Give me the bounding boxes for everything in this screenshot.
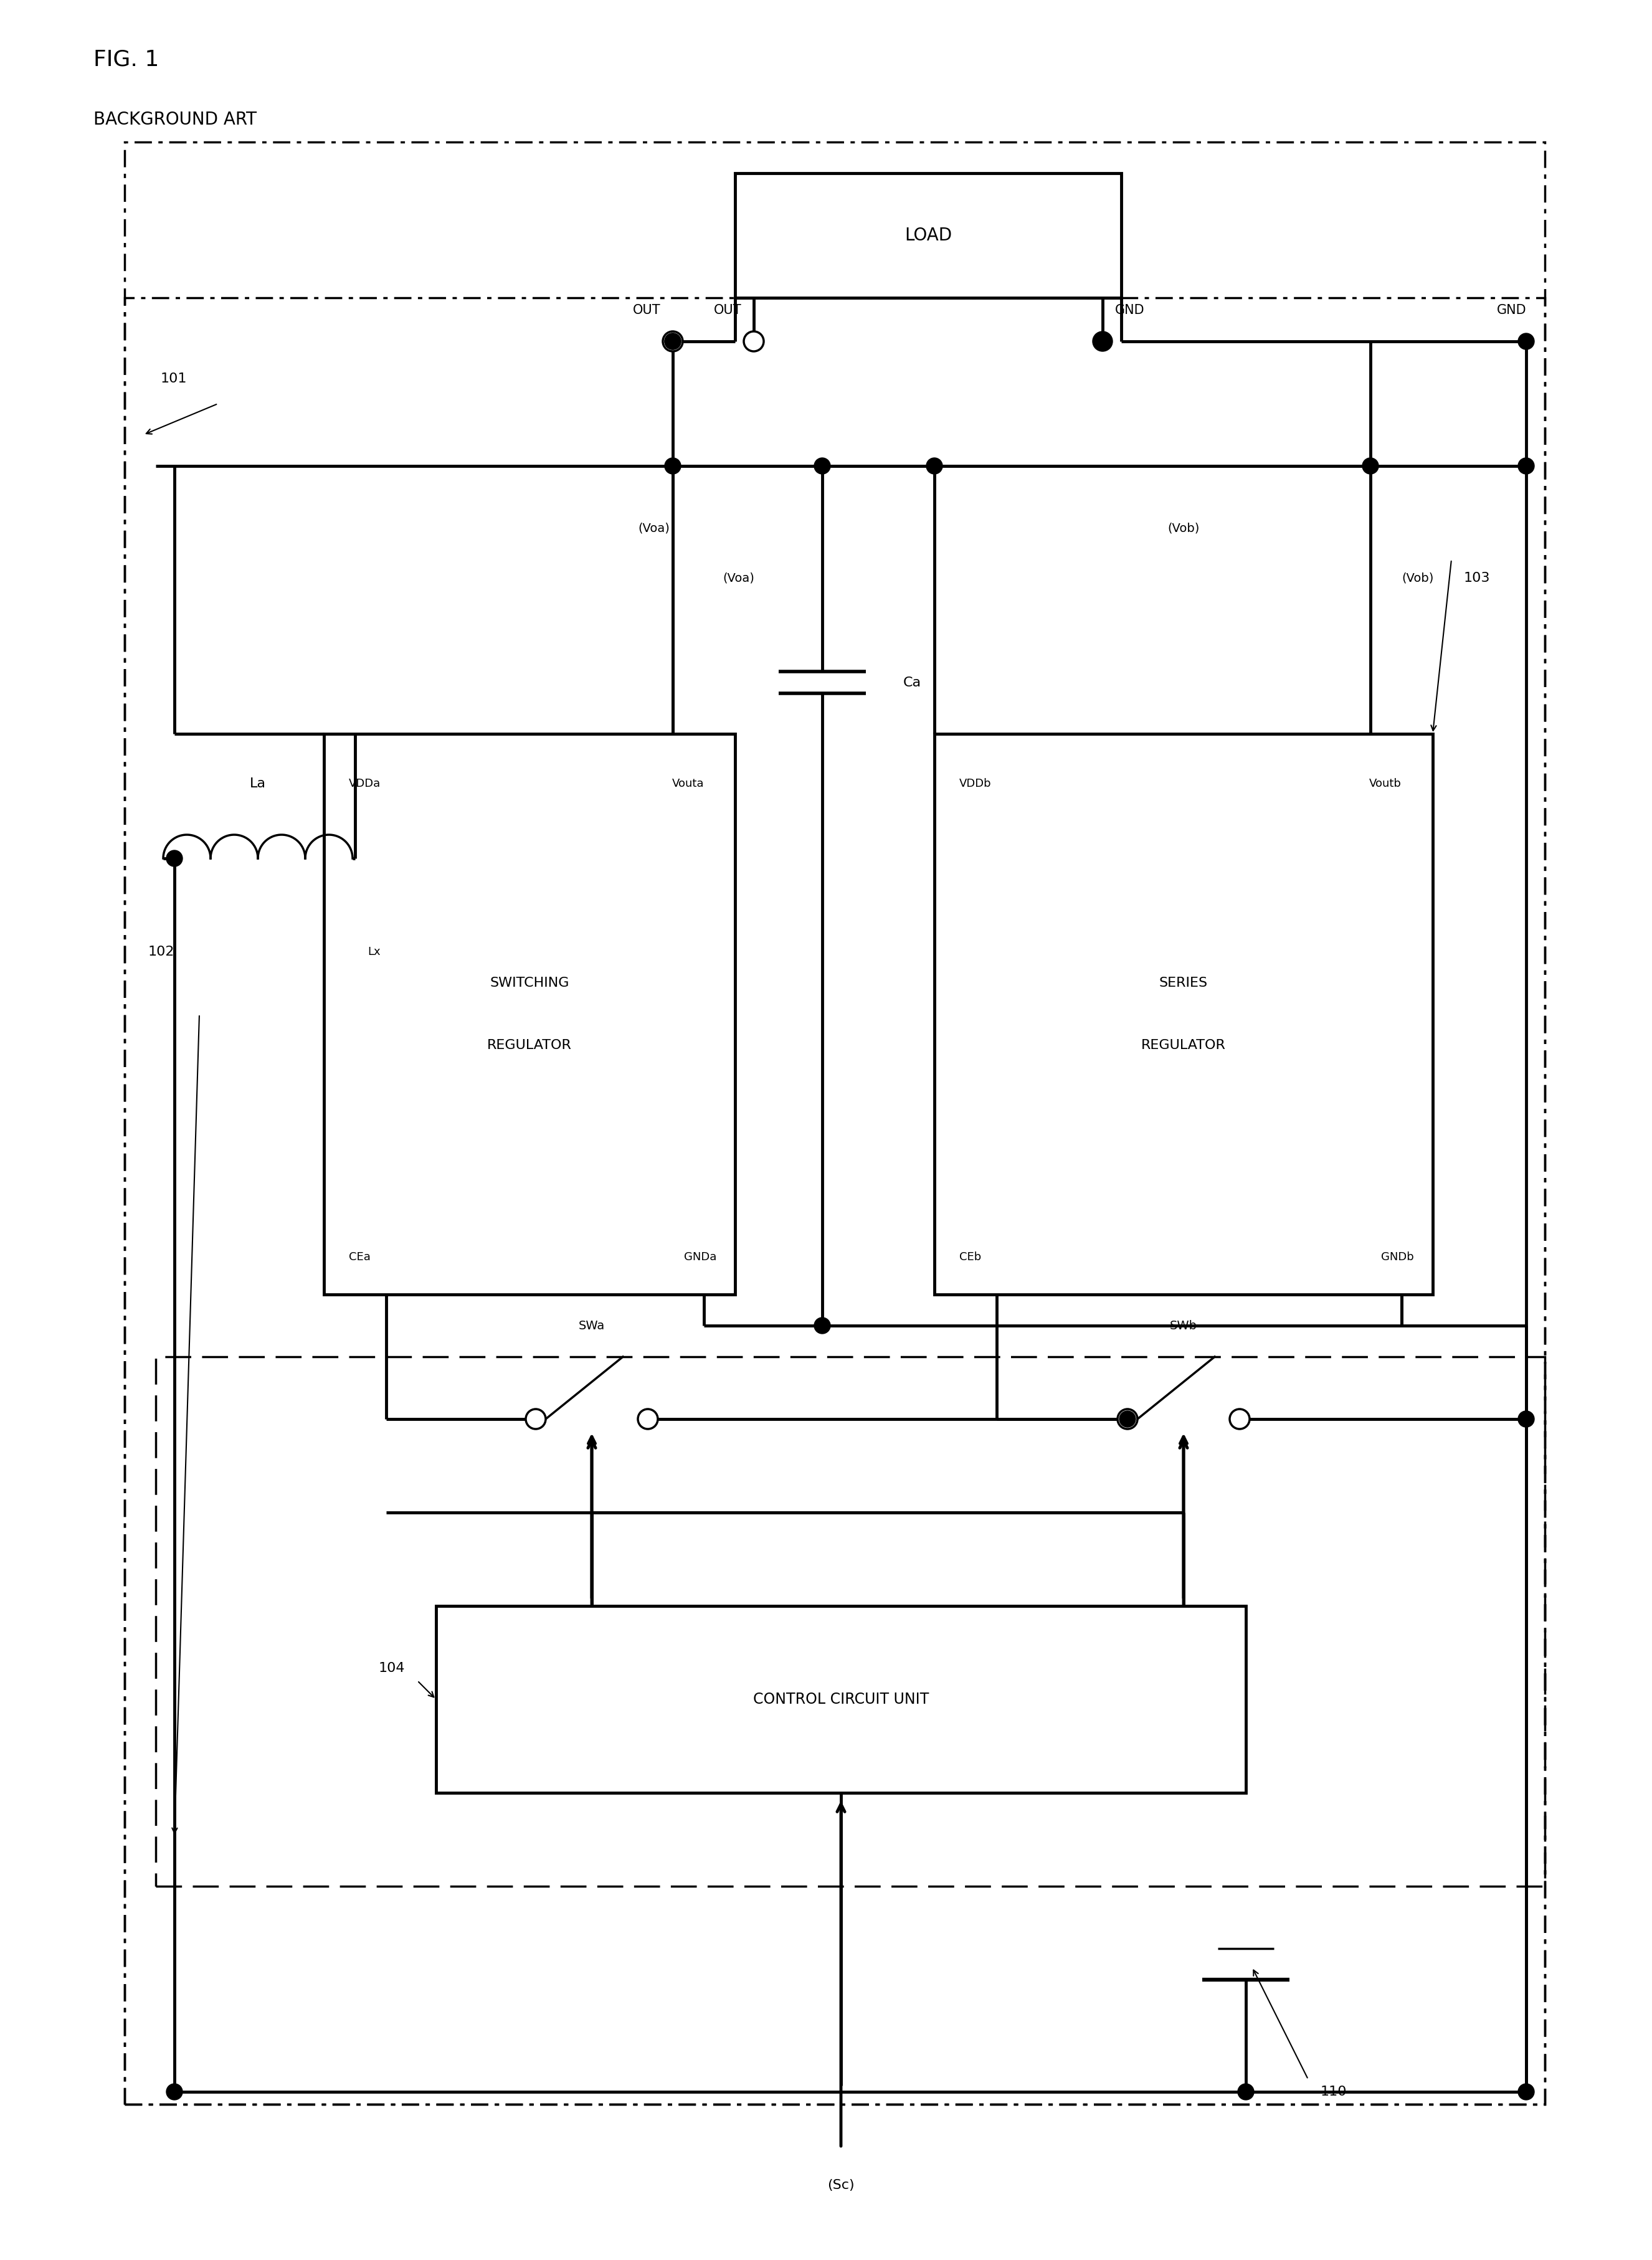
Text: CONTROL CIRCUIT UNIT: CONTROL CIRCUIT UNIT (753, 1693, 928, 1706)
Text: (Vob): (Vob) (1168, 522, 1199, 533)
Circle shape (1237, 2084, 1254, 2100)
Text: VDDb: VDDb (960, 777, 991, 789)
Circle shape (1117, 1408, 1138, 1428)
Text: 110: 110 (1320, 2086, 1346, 2097)
Bar (124, 142, 1545, 2104)
Circle shape (743, 332, 763, 350)
Circle shape (1092, 332, 1112, 350)
Circle shape (525, 1408, 545, 1428)
Bar (735, 174, 1122, 298)
Text: 102: 102 (149, 945, 175, 958)
Text: Voutb: Voutb (1370, 777, 1401, 789)
Text: Vouta: Vouta (672, 777, 704, 789)
Text: 101: 101 (160, 373, 187, 384)
Text: (Vob): (Vob) (1401, 572, 1434, 583)
Circle shape (638, 1408, 657, 1428)
Text: 103: 103 (1464, 572, 1490, 585)
Text: LOAD: LOAD (904, 226, 952, 244)
Text: REGULATOR: REGULATOR (487, 1040, 572, 1051)
Text: FIG. 1: FIG. 1 (94, 47, 159, 70)
Text: (Voa): (Voa) (638, 522, 671, 533)
Circle shape (167, 850, 182, 866)
Bar (124, 298, 1545, 2104)
Bar (436, 1607, 1246, 1792)
Circle shape (927, 459, 943, 475)
Text: SWb: SWb (1170, 1320, 1198, 1331)
Circle shape (1518, 1410, 1535, 1426)
Bar (935, 735, 1432, 1295)
Circle shape (1518, 459, 1535, 475)
Circle shape (167, 2084, 182, 2100)
Text: REGULATOR: REGULATOR (1142, 1040, 1226, 1051)
Text: Lx: Lx (367, 947, 380, 958)
Circle shape (664, 332, 681, 350)
Text: BACKGROUND ART: BACKGROUND ART (94, 111, 256, 129)
Text: SWITCHING: SWITCHING (489, 976, 570, 990)
Circle shape (814, 1318, 831, 1333)
Text: GNDb: GNDb (1381, 1252, 1414, 1263)
Text: CEa: CEa (349, 1252, 370, 1263)
Circle shape (1363, 459, 1378, 475)
Text: GND: GND (1115, 305, 1145, 316)
Text: 104: 104 (378, 1661, 405, 1675)
Text: OUT: OUT (633, 305, 661, 316)
Text: GNDa: GNDa (684, 1252, 717, 1263)
Text: SERIES: SERIES (1160, 976, 1208, 990)
Circle shape (664, 459, 681, 475)
Circle shape (1518, 2084, 1535, 2100)
Text: Ca: Ca (904, 676, 922, 689)
Text: (Sc): (Sc) (828, 2179, 854, 2192)
Text: La: La (249, 777, 266, 791)
Circle shape (664, 332, 681, 350)
Circle shape (662, 332, 682, 350)
Bar (324, 735, 735, 1295)
Circle shape (1120, 1410, 1135, 1426)
Bar (155, 1356, 1545, 1887)
Text: VDDa: VDDa (349, 777, 380, 789)
Text: (Voa): (Voa) (722, 572, 755, 583)
Circle shape (1518, 332, 1535, 350)
Text: GND: GND (1497, 305, 1526, 316)
Text: CEb: CEb (960, 1252, 981, 1263)
Text: SWa: SWa (578, 1320, 605, 1331)
Text: OUT: OUT (714, 305, 742, 316)
Circle shape (1229, 1408, 1249, 1428)
Circle shape (814, 459, 831, 475)
